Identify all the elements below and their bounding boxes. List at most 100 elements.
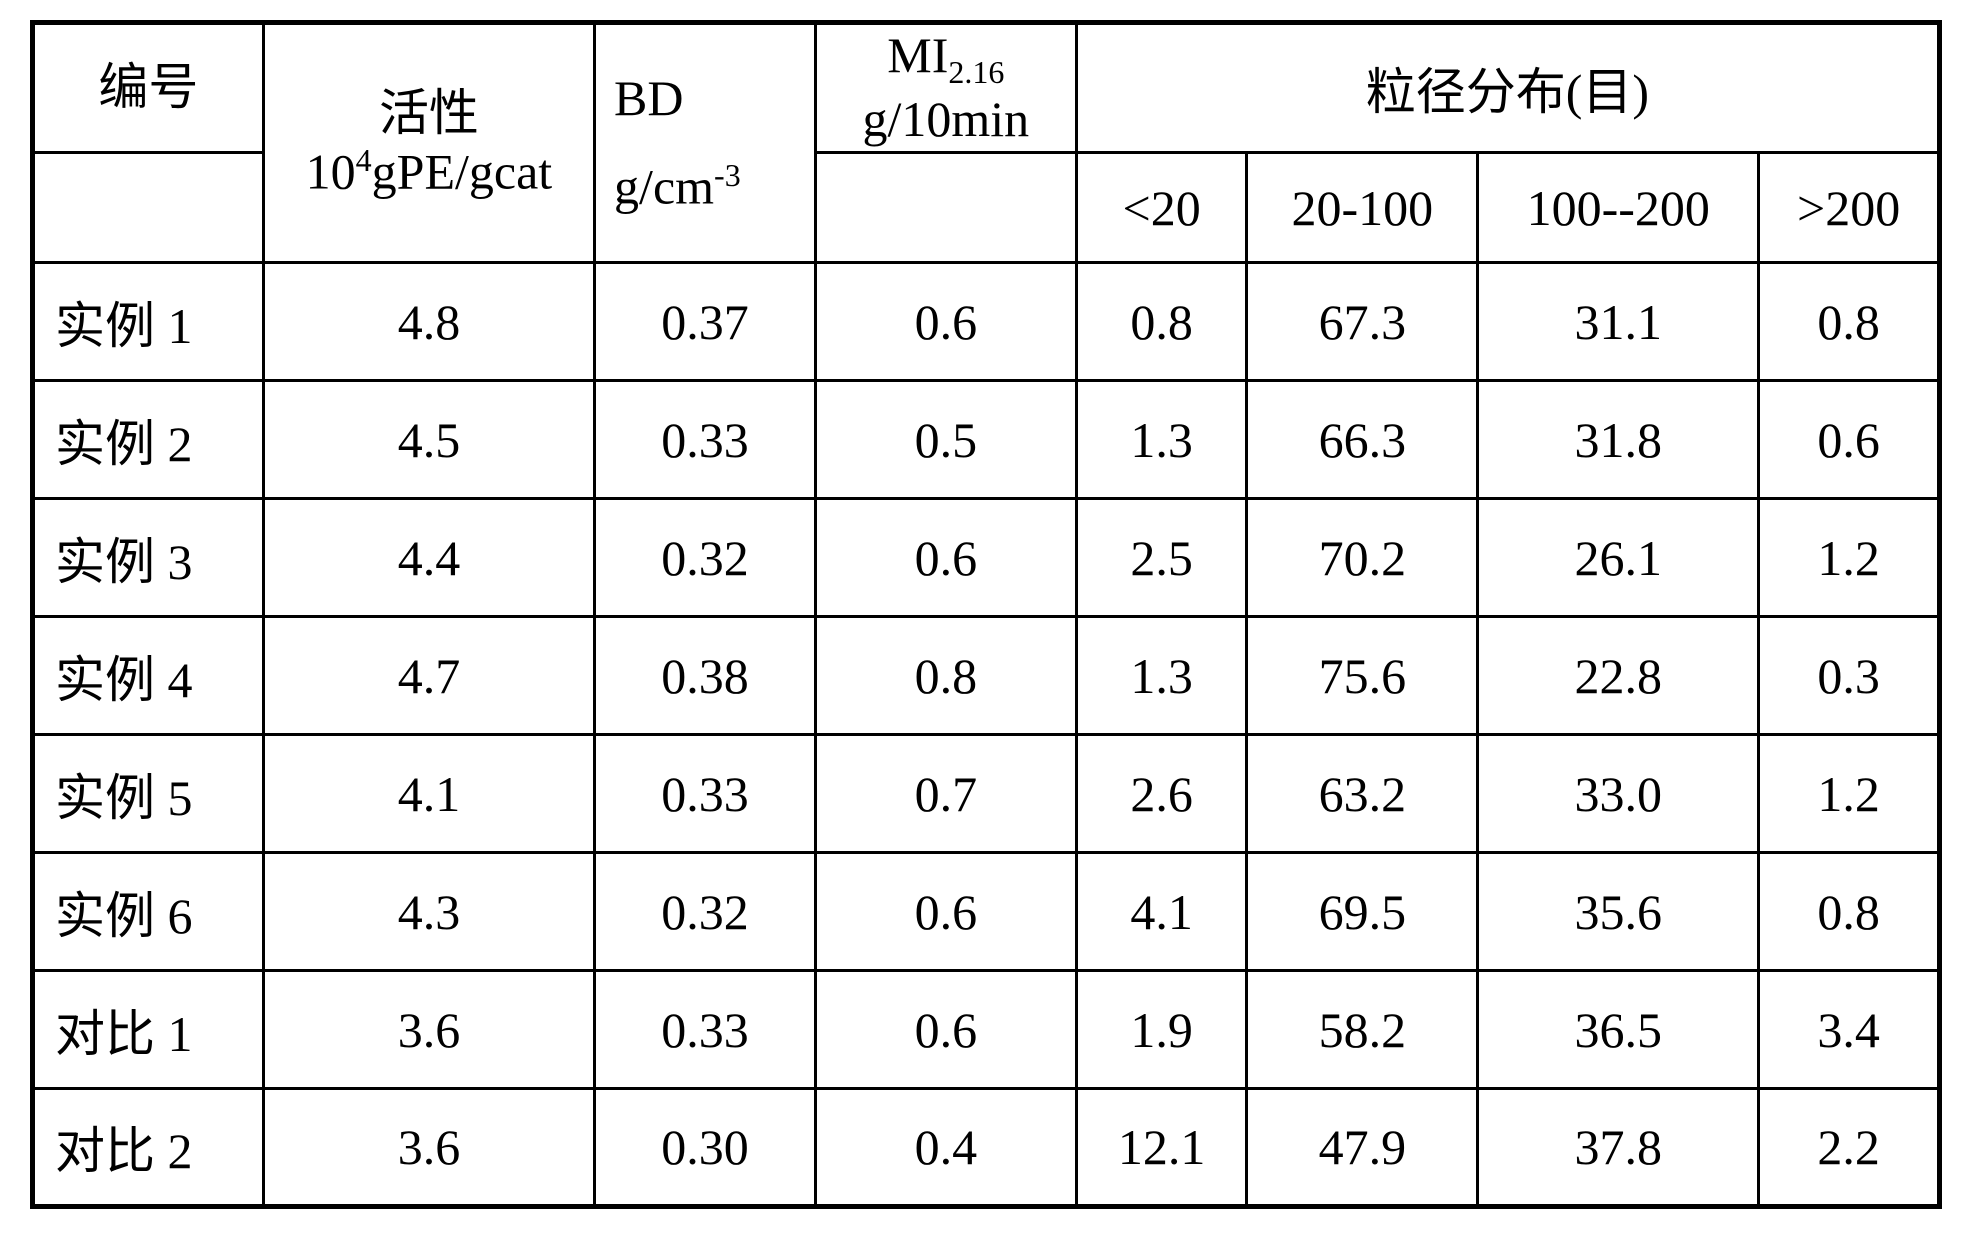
cell-p1: 12.1 [1076, 1089, 1247, 1207]
cell-bd: 0.37 [595, 263, 816, 381]
cell-p1: 1.9 [1076, 971, 1247, 1089]
table-row: 实例 3 4.4 0.32 0.6 2.5 70.2 26.1 1.2 [33, 499, 1940, 617]
col-header-mi-line2: g/10min [862, 91, 1029, 149]
row-label: 实例 2 [33, 381, 264, 499]
col-header-id: 编号 [33, 23, 264, 153]
cell-mi: 0.6 [815, 971, 1076, 1089]
cell-p1: 2.5 [1076, 499, 1247, 617]
cell-p2: 69.5 [1247, 853, 1478, 971]
table-header-row-1: 编号 活性 104gPE/gcat BD g/cm-3 [33, 23, 1940, 153]
cell-p2: 75.6 [1247, 617, 1478, 735]
row-label: 实例 3 [33, 499, 264, 617]
cell-p2: 63.2 [1247, 735, 1478, 853]
cell-mi: 0.4 [815, 1089, 1076, 1207]
cell-activity: 4.8 [263, 263, 594, 381]
cell-activity: 4.3 [263, 853, 594, 971]
cell-p4: 2.2 [1759, 1089, 1940, 1207]
cell-mi: 0.5 [815, 381, 1076, 499]
cell-p2: 70.2 [1247, 499, 1478, 617]
cell-bd: 0.33 [595, 735, 816, 853]
cell-p2: 58.2 [1247, 971, 1478, 1089]
col-header-activity: 活性 104gPE/gcat [263, 23, 594, 263]
row-label: 对比 2 [33, 1089, 264, 1207]
cell-activity: 3.6 [263, 1089, 594, 1207]
cell-p4: 3.4 [1759, 971, 1940, 1089]
cell-mi: 0.8 [815, 617, 1076, 735]
cell-bd: 0.30 [595, 1089, 816, 1207]
cell-p3: 22.8 [1478, 617, 1759, 735]
col-header-mi-blank [815, 153, 1076, 263]
cell-activity: 4.4 [263, 499, 594, 617]
cell-mi: 0.6 [815, 499, 1076, 617]
col-header-mi: MI2.16 g/10min [815, 23, 1076, 153]
table-row: 实例 2 4.5 0.33 0.5 1.3 66.3 31.8 0.6 [33, 381, 1940, 499]
col-header-psd-3: >200 [1759, 153, 1940, 263]
table-row: 实例 1 4.8 0.37 0.6 0.8 67.3 31.1 0.8 [33, 263, 1940, 381]
table-row: 对比 1 3.6 0.33 0.6 1.9 58.2 36.5 3.4 [33, 971, 1940, 1089]
cell-p2: 47.9 [1247, 1089, 1478, 1207]
cell-p3: 35.6 [1478, 853, 1759, 971]
cell-p2: 67.3 [1247, 263, 1478, 381]
cell-p3: 31.8 [1478, 381, 1759, 499]
table-row: 实例 4 4.7 0.38 0.8 1.3 75.6 22.8 0.3 [33, 617, 1940, 735]
cell-p3: 26.1 [1478, 499, 1759, 617]
cell-p4: 0.3 [1759, 617, 1940, 735]
page: 编号 活性 104gPE/gcat BD g/cm-3 [0, 0, 1972, 1250]
cell-p1: 1.3 [1076, 617, 1247, 735]
col-header-id-blank [33, 153, 264, 263]
col-header-psd-0: <20 [1076, 153, 1247, 263]
cell-p4: 1.2 [1759, 735, 1940, 853]
cell-p1: 0.8 [1076, 263, 1247, 381]
cell-bd: 0.32 [595, 853, 816, 971]
cell-p3: 37.8 [1478, 1089, 1759, 1207]
row-label: 实例 4 [33, 617, 264, 735]
cell-p4: 0.6 [1759, 381, 1940, 499]
table-row: 实例 6 4.3 0.32 0.6 4.1 69.5 35.6 0.8 [33, 853, 1940, 971]
cell-bd: 0.32 [595, 499, 816, 617]
col-header-psd-0-text: <20 [1123, 180, 1201, 236]
col-header-bd-line1: BD [614, 70, 683, 128]
col-header-id-text: 编号 [98, 59, 198, 117]
cell-bd: 0.33 [595, 381, 816, 499]
col-header-psd-2: 100--200 [1478, 153, 1759, 263]
cell-p3: 36.5 [1478, 971, 1759, 1089]
col-header-psd-3-text: >200 [1797, 180, 1900, 236]
col-header-bd-line2-prefix: g/cm [614, 159, 714, 215]
cell-p3: 33.0 [1478, 735, 1759, 853]
col-header-psd-2-text: 100--200 [1527, 180, 1710, 236]
row-label: 实例 1 [33, 263, 264, 381]
cell-p4: 0.8 [1759, 853, 1940, 971]
cell-mi: 0.6 [815, 853, 1076, 971]
col-header-activity-line2-prefix: 10 [306, 144, 356, 200]
row-label: 实例 6 [33, 853, 264, 971]
cell-bd: 0.38 [595, 617, 816, 735]
table-row: 对比 2 3.6 0.30 0.4 12.1 47.9 37.8 2.2 [33, 1089, 1940, 1207]
col-header-psd-1-text: 20-100 [1292, 180, 1434, 236]
col-header-activity-line2-suffix: gPE/gcat [372, 144, 553, 200]
col-header-psd-1: 20-100 [1247, 153, 1478, 263]
cell-mi: 0.7 [815, 735, 1076, 853]
col-header-mi-line1-sub: 2.16 [948, 54, 1004, 90]
cell-p2: 66.3 [1247, 381, 1478, 499]
cell-p3: 31.1 [1478, 263, 1759, 381]
row-label: 实例 5 [33, 735, 264, 853]
row-label: 对比 1 [33, 971, 264, 1089]
cell-activity: 3.6 [263, 971, 594, 1089]
cell-p4: 1.2 [1759, 499, 1940, 617]
cell-p1: 2.6 [1076, 735, 1247, 853]
col-header-bd: BD g/cm-3 [595, 23, 816, 263]
cell-activity: 4.7 [263, 617, 594, 735]
col-header-psd-group-text: 粒径分布(目) [1366, 64, 1649, 120]
col-header-activity-line2: 104gPE/gcat [306, 142, 553, 201]
col-header-mi-line1-prefix: MI [887, 27, 948, 83]
col-header-activity-line2-sup: 4 [356, 142, 372, 178]
col-header-bd-line2-sup: -3 [714, 157, 741, 193]
cell-mi: 0.6 [815, 263, 1076, 381]
col-header-mi-line1: MI2.16 [887, 27, 1004, 91]
cell-bd: 0.33 [595, 971, 816, 1089]
cell-p1: 4.1 [1076, 853, 1247, 971]
table-row: 实例 5 4.1 0.33 0.7 2.6 63.2 33.0 1.2 [33, 735, 1940, 853]
cell-activity: 4.1 [263, 735, 594, 853]
cell-p1: 1.3 [1076, 381, 1247, 499]
cell-activity: 4.5 [263, 381, 594, 499]
